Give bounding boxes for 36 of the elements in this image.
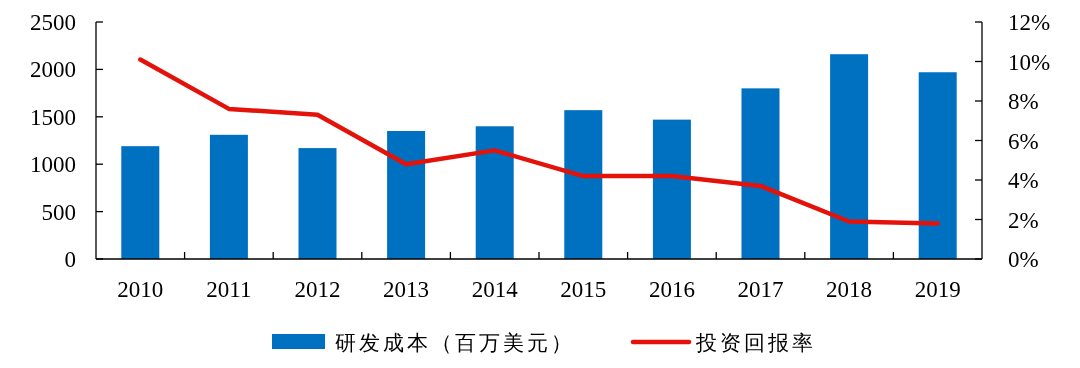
line-series — [138, 57, 940, 226]
x-tick-label: 2017 — [737, 277, 784, 302]
legend-label: 研发成本（百万美元） — [335, 331, 575, 355]
bar — [298, 148, 337, 259]
x-tick-label: 2012 — [294, 277, 341, 302]
x-tick-label: 2013 — [383, 277, 430, 302]
bar — [741, 88, 780, 259]
x-tick-label: 2011 — [206, 277, 252, 302]
bar — [475, 126, 514, 259]
x-tick-label: 2018 — [826, 277, 873, 302]
bar — [121, 146, 160, 259]
y2-tick-label: 8% — [1008, 89, 1039, 114]
y-tick-label: 0 — [64, 247, 76, 272]
y2-tick-label: 4% — [1008, 168, 1039, 193]
y-tick-label: 500 — [41, 199, 76, 225]
bar — [387, 131, 426, 259]
y-tick-label: 1000 — [30, 152, 76, 178]
legend-label: 投资回报率 — [695, 331, 816, 355]
bar — [830, 54, 869, 259]
y-tick-label: 2000 — [30, 57, 76, 83]
y-tick-label: 1500 — [30, 104, 76, 130]
x-tick-label: 2014 — [471, 277, 519, 302]
x-tick-label: 2010 — [117, 277, 164, 302]
y2-tick-label: 10% — [1008, 49, 1051, 75]
bar — [209, 134, 248, 259]
x-tick-label: 2015 — [560, 277, 607, 302]
bar — [918, 72, 957, 259]
y2-tick-label: 12% — [1008, 10, 1051, 35]
x-tick-label: 2019 — [914, 277, 961, 302]
x-tick-label: 2016 — [648, 277, 695, 302]
y2-tick-label: 6% — [1008, 128, 1039, 154]
bar — [564, 110, 603, 259]
bar — [652, 119, 691, 259]
y2-tick-label: 2% — [1008, 207, 1039, 233]
y-tick-label: 2500 — [30, 10, 76, 35]
y2-tick-label: 0% — [1008, 247, 1039, 272]
